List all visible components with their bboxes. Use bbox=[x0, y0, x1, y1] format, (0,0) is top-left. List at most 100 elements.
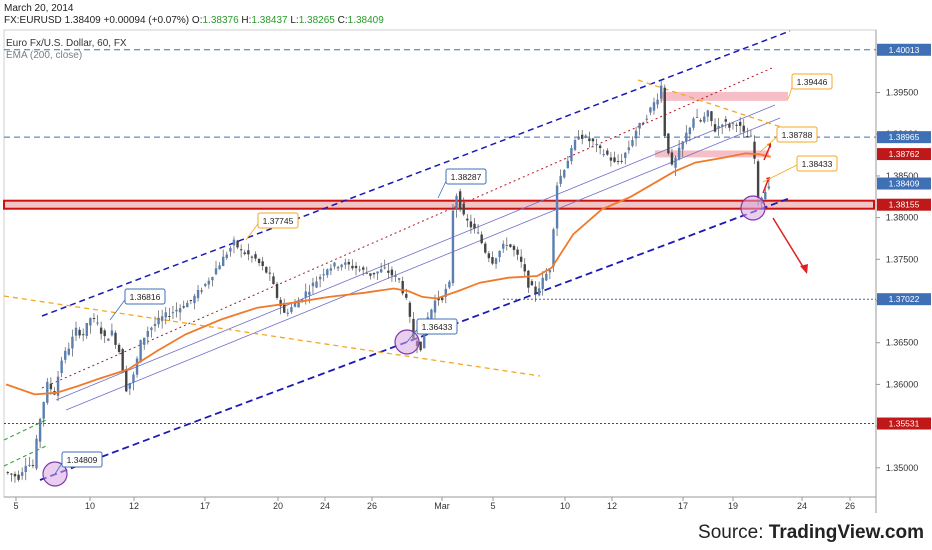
candle-body bbox=[577, 137, 580, 140]
candle-body bbox=[717, 125, 720, 129]
candle-body bbox=[527, 270, 530, 288]
candle-body bbox=[250, 256, 254, 258]
candle-body bbox=[290, 307, 293, 313]
candle-body bbox=[502, 243, 505, 249]
instrument-legend[interactable]: Euro Fx/U.S. Dollar, 60, FX bbox=[6, 38, 127, 49]
price-tag bbox=[877, 417, 931, 430]
candle-body bbox=[24, 465, 27, 473]
candle-body bbox=[423, 328, 426, 349]
candle-body bbox=[649, 107, 652, 113]
source-name: TradingView.com bbox=[768, 522, 924, 543]
candle-body bbox=[107, 338, 110, 341]
candle-body bbox=[473, 223, 476, 229]
candle-body bbox=[638, 123, 641, 129]
candle-body bbox=[437, 298, 440, 301]
candle-body bbox=[214, 268, 218, 275]
candle-body bbox=[318, 276, 322, 280]
candle-body bbox=[125, 368, 128, 392]
candle-body bbox=[685, 132, 688, 142]
candle-body bbox=[523, 264, 526, 272]
candle-body bbox=[92, 317, 96, 319]
candle-body bbox=[157, 317, 160, 325]
candle-body bbox=[767, 186, 771, 189]
callout-label: 1.38788 bbox=[782, 130, 813, 140]
candle-body bbox=[261, 261, 264, 267]
candle-body bbox=[218, 265, 221, 270]
candle-body bbox=[114, 332, 117, 345]
candle-body bbox=[412, 318, 415, 340]
candle-body bbox=[279, 299, 282, 307]
candle-body bbox=[38, 418, 42, 442]
candle-body bbox=[322, 274, 325, 276]
price-tag bbox=[877, 148, 931, 161]
candle-body bbox=[387, 270, 390, 273]
candle-body bbox=[132, 374, 135, 383]
candle-body bbox=[186, 302, 189, 308]
callout-box bbox=[416, 318, 458, 335]
candle-body bbox=[545, 273, 548, 281]
candle-body bbox=[613, 157, 616, 162]
candle-body bbox=[397, 278, 401, 280]
candle-body bbox=[200, 290, 203, 292]
y-tick-label: 1.35000 bbox=[886, 463, 919, 473]
candle-body bbox=[182, 306, 185, 308]
candle-body bbox=[598, 145, 602, 149]
descending-trendline bbox=[3, 295, 541, 377]
x-tick-label: 26 bbox=[367, 501, 377, 511]
candle-body bbox=[139, 340, 142, 363]
candle-body bbox=[634, 130, 638, 139]
candle-body bbox=[254, 254, 257, 259]
candle-body bbox=[369, 273, 372, 276]
x-tick-label: 24 bbox=[797, 501, 807, 511]
candle-body bbox=[405, 293, 408, 298]
candle-body bbox=[225, 254, 228, 259]
candle-body bbox=[311, 282, 315, 287]
callout-box bbox=[791, 73, 833, 90]
candle-body bbox=[448, 281, 451, 288]
candle-body bbox=[28, 464, 31, 466]
candle-body bbox=[46, 381, 49, 403]
candle-body bbox=[469, 221, 473, 228]
candle-body bbox=[74, 327, 78, 336]
candle-body bbox=[204, 283, 207, 286]
symbol: FX:EURUSD bbox=[4, 15, 62, 26]
candle-body bbox=[688, 127, 692, 135]
candle-body bbox=[275, 283, 279, 298]
callout-label: 1.37745 bbox=[263, 216, 294, 226]
candle-body bbox=[616, 161, 620, 163]
resistance-zone bbox=[660, 91, 788, 101]
candle-body bbox=[362, 267, 365, 270]
open-value: 1.38376 bbox=[202, 15, 239, 26]
candle-body bbox=[60, 360, 63, 374]
x-tick-label: 5 bbox=[490, 501, 495, 511]
candle-body bbox=[193, 295, 196, 304]
x-tick-label: 10 bbox=[560, 501, 570, 511]
candle-body bbox=[20, 472, 24, 476]
price-tag-label: 1.40013 bbox=[889, 45, 920, 55]
candle-body bbox=[530, 281, 534, 286]
candle-body bbox=[466, 218, 469, 221]
candle-body bbox=[609, 157, 613, 161]
ema-legend[interactable]: EMA (200, close) bbox=[6, 50, 83, 61]
callout-label: 1.38433 bbox=[802, 159, 833, 169]
close-value: 1.38409 bbox=[347, 15, 384, 26]
candle-body bbox=[591, 138, 595, 142]
x-tick-label: Mar bbox=[434, 501, 450, 511]
candle-body bbox=[89, 318, 92, 326]
candle-body bbox=[631, 140, 634, 146]
candle-body bbox=[742, 125, 745, 132]
callout-label: 1.38287 bbox=[451, 172, 482, 182]
y-tick-label: 1.36000 bbox=[886, 379, 919, 389]
candle-body bbox=[480, 234, 483, 244]
candle-body bbox=[756, 161, 760, 198]
candle-body bbox=[283, 303, 286, 313]
candle-body bbox=[749, 135, 753, 137]
candle-body bbox=[383, 267, 386, 269]
candle-body bbox=[67, 348, 71, 355]
candle-body bbox=[99, 327, 103, 334]
candle-body bbox=[728, 124, 731, 128]
candle-body bbox=[49, 383, 53, 390]
x-tick-label: 19 bbox=[728, 501, 738, 511]
open-label: O: bbox=[191, 15, 203, 26]
